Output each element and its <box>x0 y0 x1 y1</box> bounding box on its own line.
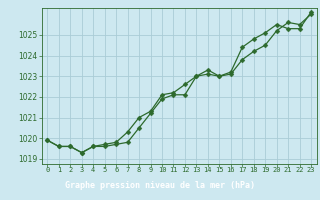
Text: Graphe pression niveau de la mer (hPa): Graphe pression niveau de la mer (hPa) <box>65 180 255 190</box>
